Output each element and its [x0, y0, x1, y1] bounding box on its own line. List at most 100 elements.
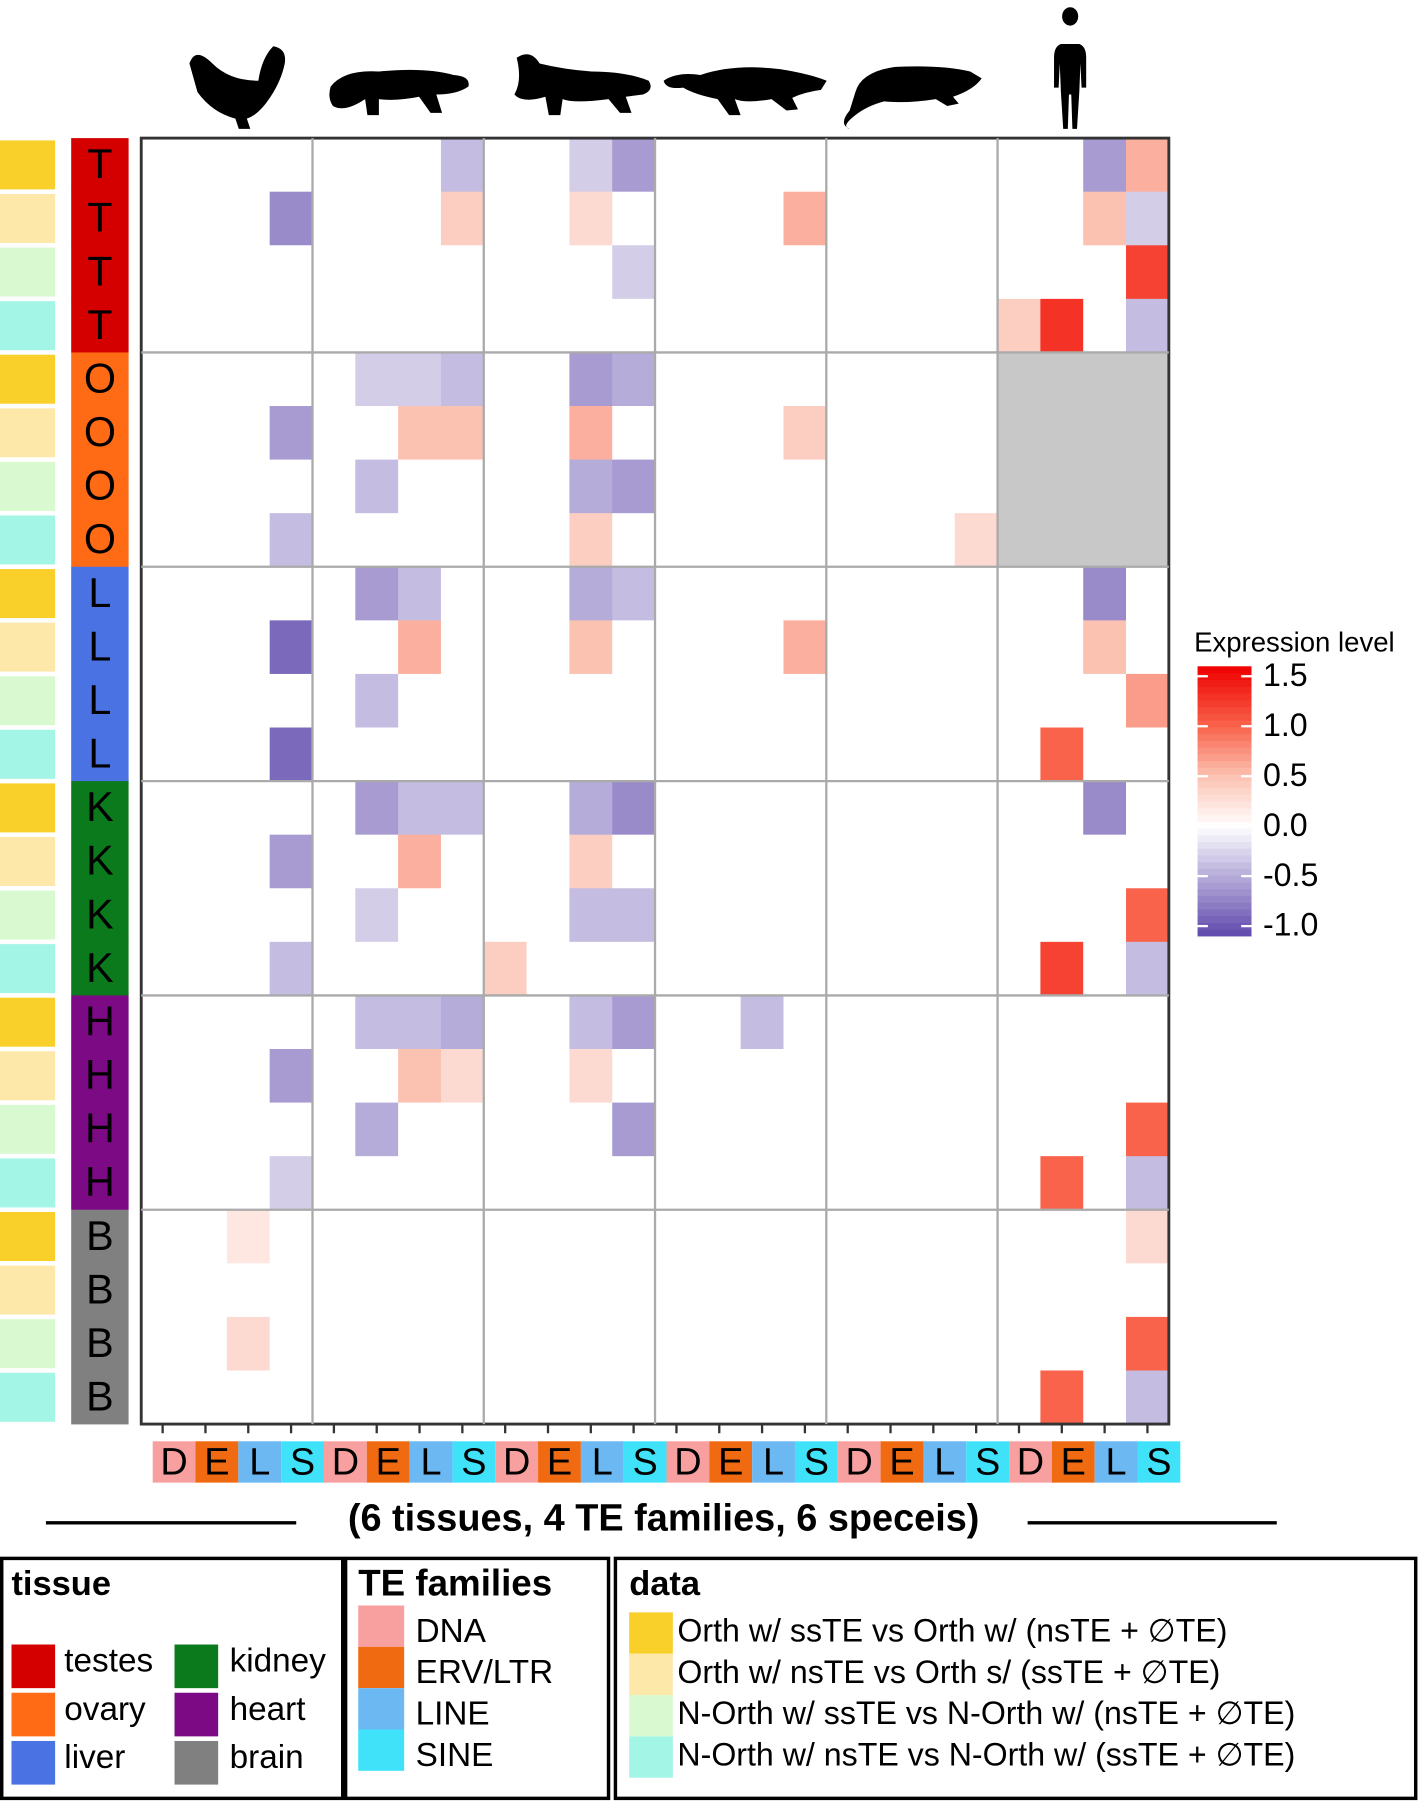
heatmap-cell [440, 941, 485, 996]
x-tick-label: L [249, 1441, 270, 1483]
legend-label: Orth w/ ssTE vs Orth w/ (nsTE + ∅TE) [677, 1613, 1227, 1649]
heatmap-cell [655, 995, 699, 1050]
heatmap-cell [740, 834, 784, 889]
x-tick-label: S [461, 1441, 486, 1483]
heatmap-cell [655, 1048, 699, 1103]
heatmap-cell [269, 1156, 313, 1211]
data-type-strip [0, 569, 56, 619]
heatmap-cell [911, 727, 956, 782]
heatmap-cell [226, 1048, 271, 1103]
heatmap-cell [569, 513, 613, 568]
tissue-strip [71, 352, 129, 407]
heatmap-cell [869, 1263, 913, 1318]
heatmap [141, 138, 1170, 1425]
heatmap-cell [997, 191, 1041, 246]
te-family-strip [623, 1441, 667, 1483]
data-type-strip [0, 461, 56, 511]
heatmap-cell [954, 513, 998, 568]
heatmap-cell [483, 352, 527, 407]
heatmap-cell [398, 673, 442, 728]
te-family-strip [238, 1441, 282, 1483]
heatmap-cell [1126, 245, 1170, 300]
te-family-strip [1137, 1441, 1181, 1483]
te-family-strip [1009, 1441, 1052, 1483]
legend-swatch [174, 1740, 219, 1785]
heatmap-cell [569, 1316, 613, 1371]
heatmap-cell [141, 727, 185, 782]
heatmap-cell [954, 1048, 998, 1103]
heatmap-cell [783, 995, 827, 1050]
data-type-strip [0, 140, 56, 190]
x-tick-label: E [204, 1441, 229, 1483]
tissue-strip [71, 995, 129, 1050]
heatmap-cell [1126, 941, 1170, 996]
heatmap-cell [1126, 1048, 1170, 1103]
colorbar-segment [1197, 726, 1252, 735]
heatmap-cell [569, 245, 613, 300]
heatmap-cell [826, 191, 870, 246]
te-family-strip [152, 1441, 196, 1483]
heatmap-cell [226, 834, 271, 889]
tissue-strip [71, 1048, 129, 1103]
heatmap-cell [440, 1209, 485, 1264]
heatmap-cell [911, 406, 956, 460]
heatmap-cell [869, 298, 913, 353]
heatmap-cell [869, 138, 913, 193]
data-type-strip [0, 997, 56, 1047]
heatmap-cell [612, 1048, 656, 1103]
heatmap-cell [655, 620, 699, 675]
tissue-strip [71, 888, 129, 943]
heatmap-cell [1083, 1316, 1127, 1371]
heatmap-cell [526, 191, 570, 246]
heatmap-cell [783, 834, 827, 889]
heatmap-cell [1040, 834, 1084, 889]
heatmap-cell [740, 191, 784, 246]
tissue-strip [71, 566, 129, 621]
heatmap-cell [869, 245, 913, 300]
tissue-strip [71, 727, 129, 782]
x-tick-label: E [1061, 1441, 1086, 1483]
heatmap-cell [269, 781, 313, 836]
heatmap-cell [141, 1263, 185, 1318]
heatmap-cell [655, 941, 699, 996]
heatmap-cell [355, 781, 399, 836]
heatmap-cell [483, 298, 527, 353]
data-type-strip [0, 193, 56, 243]
heatmap-cell [1083, 352, 1127, 407]
heatmap-cell [141, 1370, 185, 1425]
heatmap-cell [826, 1316, 870, 1371]
heatmap-cell [612, 191, 656, 246]
colorbar-segment [1197, 713, 1252, 721]
x-tick-label: L [592, 1441, 613, 1483]
heatmap-cell [1040, 1263, 1084, 1318]
heatmap-cell [526, 1263, 570, 1318]
heatmap-cell [184, 1316, 228, 1371]
heatmap-cell [740, 513, 784, 568]
heatmap-cell [655, 673, 699, 728]
heatmap-cell [655, 1209, 699, 1264]
heatmap-cell [569, 1048, 613, 1103]
heatmap-cell [783, 620, 827, 675]
te-family-strip [966, 1441, 1010, 1483]
heatmap-cell [440, 1048, 485, 1103]
heatmap-cell [1126, 673, 1170, 728]
tissue-strip [71, 941, 129, 996]
colorbar-segment [1197, 895, 1252, 903]
legend-box [0, 1556, 345, 1801]
heatmap-cell [612, 245, 656, 300]
data-type-strip [0, 408, 56, 458]
heatmap-cell [569, 1102, 613, 1157]
heatmap-cell [312, 1048, 356, 1103]
heatmap-cell [1126, 352, 1170, 407]
legend-swatch [358, 1605, 405, 1647]
heatmap-cell [440, 513, 485, 568]
heatmap-cell [355, 191, 399, 246]
heatmap-cell [826, 995, 870, 1050]
heatmap-cell [440, 191, 485, 246]
heatmap-cell [1040, 1048, 1084, 1103]
heatmap-cell [1040, 566, 1084, 621]
heatmap-cell [697, 245, 742, 300]
heatmap-cell [184, 1048, 228, 1103]
heatmap-cell [312, 727, 356, 782]
legend-label: ovary [64, 1691, 146, 1728]
